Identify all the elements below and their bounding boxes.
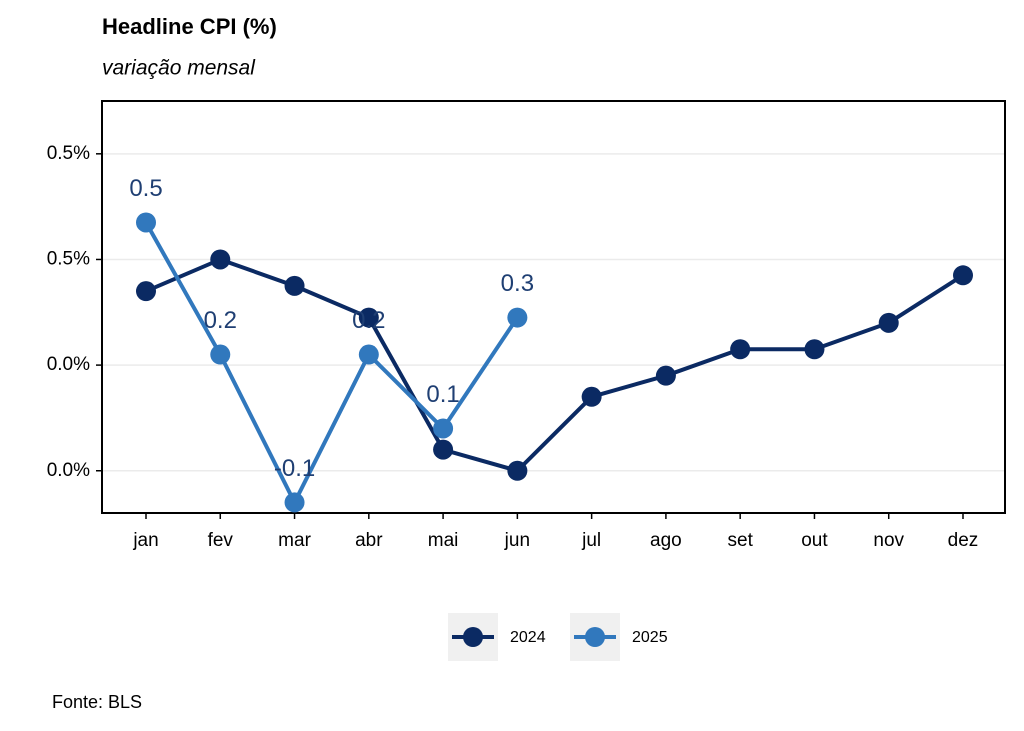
point — [210, 344, 231, 365]
x-tick-label: fev — [208, 530, 234, 551]
x-tick-label: mai — [428, 530, 459, 551]
point — [358, 344, 379, 365]
point — [284, 275, 305, 296]
y-tick-label: 0.0% — [47, 354, 90, 375]
point — [507, 307, 528, 328]
point — [581, 386, 602, 407]
x-tick-label: ago — [650, 530, 682, 551]
legend-key-point — [463, 627, 483, 647]
point — [433, 418, 454, 439]
data-label: -0.1 — [274, 455, 315, 482]
legend-label: 2024 — [510, 629, 546, 646]
data-label: 0.2 — [352, 307, 385, 334]
point — [284, 492, 305, 513]
x-tick-label: dez — [948, 530, 979, 551]
legend-label: 2025 — [632, 629, 668, 646]
x-tick-label: nov — [873, 530, 904, 551]
chart-subtitle: variação mensal — [102, 57, 256, 80]
point — [358, 307, 379, 328]
point — [953, 265, 973, 286]
y-tick-label: 0.0% — [47, 460, 90, 481]
y-tick-label: 0.5% — [47, 143, 90, 164]
legend-key-point — [585, 627, 605, 647]
data-label: 0.3 — [501, 270, 534, 297]
series-line — [145, 257, 965, 473]
point — [655, 365, 676, 386]
y-tick-label: 0.5% — [47, 248, 90, 269]
plot-border — [101, 100, 1006, 514]
x-tick-label: jun — [504, 530, 530, 551]
data-label: 0.5 — [129, 175, 162, 202]
data-label: 0.2 — [204, 307, 237, 334]
point — [730, 339, 751, 360]
caption: Fonte: BLS — [52, 692, 142, 712]
x-tick-label: jul — [581, 530, 601, 551]
chart-title: Headline CPI (%) — [102, 14, 277, 39]
point — [210, 249, 231, 270]
x-tick-label: out — [801, 530, 828, 551]
point — [136, 281, 156, 302]
point — [507, 460, 528, 481]
point — [878, 312, 899, 333]
data-label: 0.1 — [426, 381, 459, 408]
point — [136, 212, 156, 233]
series-line — [144, 221, 520, 507]
x-tick-label: jan — [132, 530, 158, 551]
x-tick-label: set — [728, 530, 754, 551]
point — [433, 439, 454, 460]
point — [804, 339, 825, 360]
x-tick-label: mar — [278, 530, 311, 551]
x-tick-label: abr — [355, 530, 383, 551]
